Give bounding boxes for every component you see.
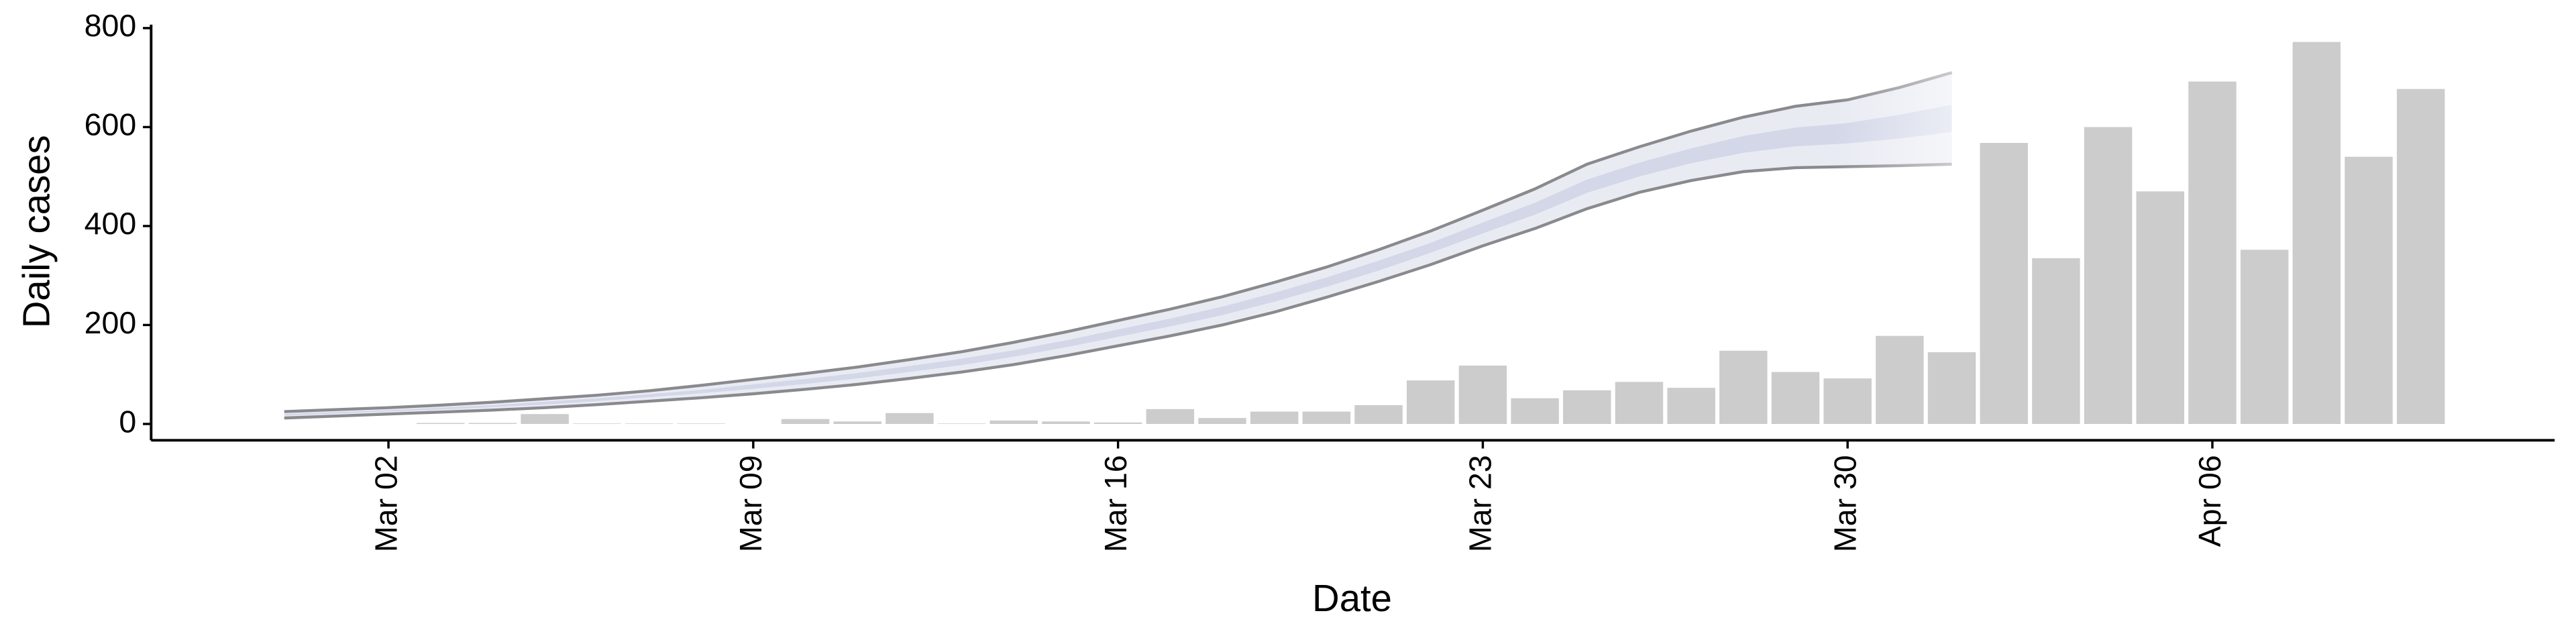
- bar: [781, 419, 830, 424]
- bar: [885, 413, 934, 424]
- bar: [1250, 411, 1299, 424]
- bar: [625, 423, 674, 424]
- bar: [2084, 127, 2133, 424]
- bar: [1980, 143, 2028, 424]
- y-tick-label: 400: [85, 206, 137, 241]
- x-tick-label: Mar 23: [1463, 455, 1498, 552]
- bar: [2292, 42, 2341, 424]
- x-tick-label: Apr 06: [2192, 455, 2227, 547]
- bar: [1927, 352, 1976, 424]
- bar: [1406, 380, 1455, 424]
- bar: [1615, 382, 1664, 424]
- bar: [1876, 335, 1924, 424]
- bar: [2136, 191, 2184, 424]
- y-tick-label: 600: [85, 107, 137, 142]
- bar: [1093, 422, 1142, 424]
- bar: [989, 420, 1038, 424]
- bar: [573, 423, 621, 424]
- bar: [521, 414, 569, 424]
- band-fade: [284, 24, 1952, 441]
- x-axis-title: Date: [1312, 577, 1392, 619]
- x-tick-label: Mar 30: [1827, 455, 1862, 552]
- bar: [1823, 378, 1872, 424]
- y-tick-label: 0: [119, 404, 136, 439]
- bar: [1198, 418, 1246, 424]
- x-tick-label: Mar 02: [368, 455, 403, 552]
- bar: [1771, 372, 1820, 424]
- y-axis-title: Daily cases: [15, 135, 58, 328]
- bar: [468, 423, 517, 424]
- bar: [1042, 421, 1090, 424]
- bar: [833, 421, 881, 424]
- bar: [1354, 405, 1403, 424]
- y-tick-label: 800: [85, 8, 137, 43]
- bar: [2032, 258, 2080, 424]
- bar: [937, 423, 986, 424]
- bar: [1667, 388, 1715, 424]
- bar: [677, 423, 725, 424]
- x-tick-label: Mar 16: [1098, 455, 1133, 552]
- bar: [1146, 409, 1195, 424]
- bar: [2345, 156, 2393, 424]
- y-tick-label: 200: [85, 305, 137, 340]
- bar: [2188, 81, 2237, 424]
- bar: [1511, 398, 1559, 424]
- bar: [2396, 89, 2445, 424]
- bar: [1302, 411, 1351, 424]
- bar: [417, 423, 465, 424]
- x-tick-label: Mar 09: [733, 455, 768, 552]
- bar: [1458, 365, 1507, 424]
- bar: [1563, 390, 1611, 424]
- bar: [1719, 350, 1768, 424]
- bar: [2240, 250, 2289, 424]
